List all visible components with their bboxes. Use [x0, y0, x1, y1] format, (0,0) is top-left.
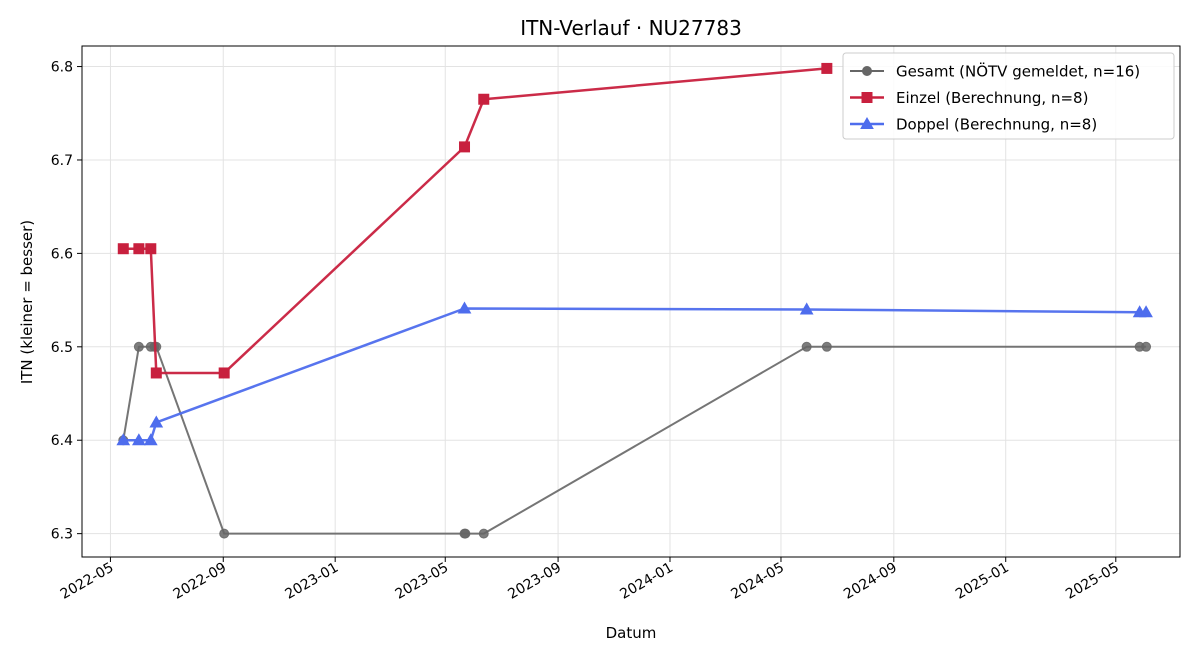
- data-point: [145, 243, 157, 255]
- x-tick-label: 2023-01: [283, 560, 342, 603]
- data-point: [133, 243, 145, 255]
- legend-label: Gesamt (NÖTV gemeldet, n=16): [896, 62, 1140, 81]
- data-point: [460, 528, 471, 539]
- data-point: [116, 433, 131, 446]
- legend-marker: [861, 92, 873, 103]
- x-tick-label: 2022-05: [58, 560, 117, 603]
- x-tick-label: 2023-09: [505, 560, 564, 603]
- legend-entry: Einzel (Berechnung, n=8): [850, 89, 1088, 107]
- x-tick-label: 2025-01: [953, 560, 1012, 603]
- data-point: [801, 341, 812, 352]
- data-point: [478, 93, 490, 105]
- x-tick-label: 2023-05: [393, 560, 452, 603]
- data-point: [1139, 305, 1153, 318]
- series-doppel: [116, 301, 1153, 446]
- x-tick-label: 2024-01: [617, 560, 676, 603]
- series-line: [123, 67, 827, 375]
- x-axis-label: Datum: [606, 624, 657, 642]
- y-axis-label: ITN (kleiner = besser): [18, 220, 36, 384]
- legend-entry: Gesamt (NÖTV gemeldet, n=16): [850, 62, 1140, 81]
- data-point: [117, 243, 129, 255]
- x-tick-label: 2024-05: [728, 560, 787, 603]
- data-point: [219, 528, 230, 539]
- plot-area-frame: [81, 45, 1181, 558]
- data-point: [133, 341, 144, 352]
- legend: Gesamt (NÖTV gemeldet, n=16) Einzel (Bere…: [842, 52, 1175, 140]
- data-point: [821, 341, 832, 352]
- data-point: [459, 141, 471, 153]
- legend-marker: [860, 116, 874, 129]
- x-tick-label: 2022-09: [171, 560, 230, 603]
- x-tick-label: 2024-09: [841, 560, 900, 603]
- legend-label: Doppel (Berechnung, n=8): [896, 116, 1097, 134]
- legend-box: [842, 52, 1175, 140]
- y-tick-label: 6.8: [51, 60, 73, 76]
- y-axis: 6.3 6.4 6.5 6.6 6.7 6.8: [51, 60, 82, 543]
- data-point: [478, 528, 489, 539]
- legend-marker: [862, 66, 872, 76]
- y-tick-label: 6.3: [51, 527, 73, 543]
- data-point: [457, 301, 472, 314]
- series-einzel: [117, 62, 833, 379]
- y-tick-label: 6.7: [51, 153, 73, 169]
- data-point: [218, 367, 230, 379]
- data-point: [132, 433, 146, 446]
- legend-label: Einzel (Berechnung, n=8): [896, 89, 1088, 107]
- y-tick-label: 6.6: [51, 246, 73, 262]
- data-point: [143, 433, 158, 446]
- y-tick-label: 6.5: [51, 340, 73, 356]
- data-point: [799, 302, 814, 315]
- data-point: [821, 62, 833, 74]
- x-axis: 2022-05 2022-09 2023-01 2023-05 2023-09 2024-…: [58, 557, 1122, 603]
- legend-entry: Doppel (Berechnung, n=8): [850, 116, 1097, 134]
- data-point: [1141, 341, 1152, 352]
- x-tick-label: 2025-05: [1063, 560, 1122, 603]
- y-tick-label: 6.4: [51, 433, 73, 449]
- series-layer: [116, 62, 1153, 539]
- chart-title: ITN-Verlauf · NU27783: [520, 16, 742, 40]
- data-point: [149, 415, 164, 428]
- series-line: [123, 307, 1147, 442]
- data-point: [150, 367, 162, 379]
